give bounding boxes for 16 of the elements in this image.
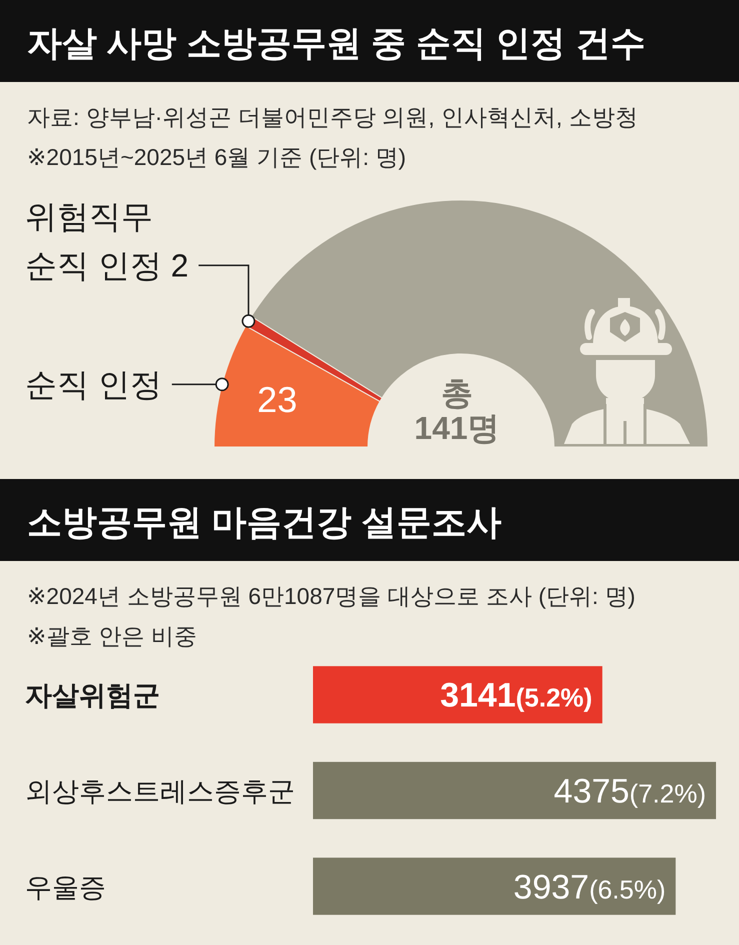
text: 총 141명 (414, 375, 500, 446)
slice-label: 순직 인정 (25, 366, 162, 402)
data-label: 4375(7.2%) (554, 772, 706, 810)
y-tick-label: 자살위험군 (25, 680, 160, 711)
data-label: 23 (257, 378, 298, 420)
y-tick-label: 외상후스트레스증후군 (25, 776, 295, 806)
chart-title: 자살 사망 소방공무원 중 순직 인정 건수 (27, 24, 646, 63)
chart-title: 소방공무원 마음건강 설문조사 (27, 503, 502, 542)
text: ※2024년 소방공무원 6만1087명을 대상으로 조사 (단위: 명) (27, 583, 636, 609)
text: 자료: 양부남·위성곤 더불어민주당 의원, 인사혁신처, 소방청 (27, 104, 638, 130)
data-label: 3141(5.2%) (440, 676, 592, 715)
data-label: 3937(6.5%) (513, 868, 666, 906)
text: ※괄호 안은 비중 (27, 623, 198, 649)
y-tick-label: 우울증 (25, 872, 106, 902)
text: ※2015년~2025년 6월 기준 (단위: 명) (27, 144, 406, 170)
slice-label: 위험직무 순직 인정 2 (25, 198, 189, 284)
